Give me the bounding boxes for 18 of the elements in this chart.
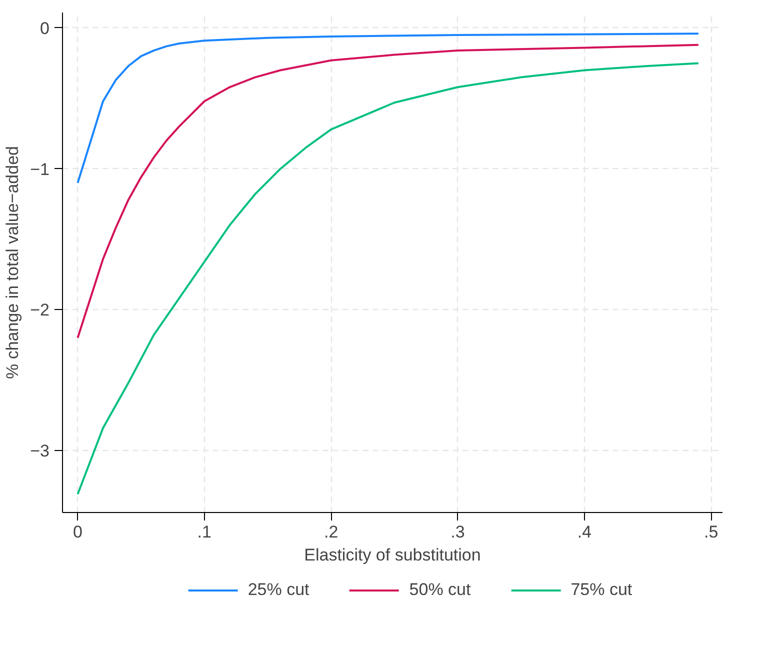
line-series (76, 44, 700, 339)
line-series (76, 32, 700, 184)
y-tick-label: −2 (30, 300, 50, 320)
x-tick-label: 0 (72, 522, 82, 542)
y-tick-label: −1 (30, 160, 50, 179)
x-tick-label: .3 (450, 522, 465, 542)
x-axis-title: Elasticity of substitution (304, 546, 481, 564)
x-tick-label: .1 (197, 522, 212, 542)
y-tick-label: −3 (30, 442, 50, 461)
line-series (76, 62, 700, 496)
legend-label: 50% cut (409, 580, 471, 600)
x-tick-label: .2 (324, 522, 338, 542)
x-tick-label: .5 (704, 522, 718, 542)
legend-label: 75% cut (570, 580, 632, 600)
y-axis-title: % change in total value−added (3, 146, 22, 379)
legend-label: 25% cut (248, 580, 310, 600)
y-tick-label: 0 (40, 18, 50, 38)
x-tick-label: .4 (577, 522, 592, 542)
